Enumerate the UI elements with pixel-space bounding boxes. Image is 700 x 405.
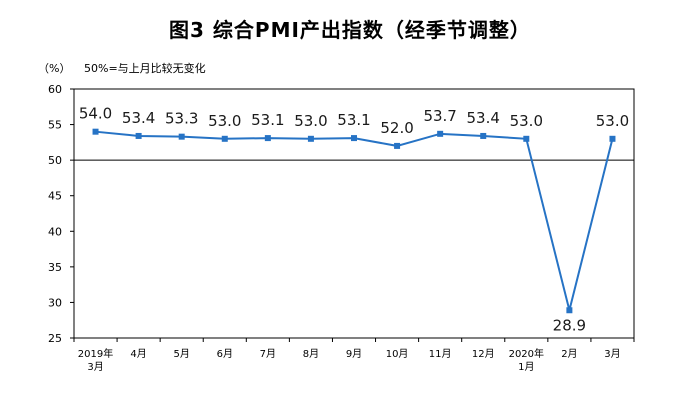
data-point [221, 135, 228, 142]
data-label: 53.4 [122, 109, 155, 127]
data-label: 53.0 [510, 112, 543, 130]
y-axis-unit: （%） [38, 62, 71, 75]
x-tick-label: 10月 [386, 348, 409, 360]
data-label: 54.0 [79, 105, 112, 123]
data-label: 53.4 [467, 109, 500, 127]
data-label: 53.7 [423, 107, 456, 125]
data-point [135, 132, 142, 139]
data-point [92, 128, 99, 135]
data-label: 53.0 [294, 112, 327, 130]
y-tick-label: 35 [48, 261, 62, 274]
x-tick-label: 4月 [130, 348, 146, 360]
x-tick-label: 8月 [303, 348, 319, 360]
x-tick-label: 11月 [429, 348, 452, 360]
data-label: 53.1 [251, 111, 284, 129]
y-tick-label: 45 [48, 190, 62, 203]
x-tick-label: 6月 [217, 348, 233, 360]
x-tick-label: 12月 [472, 348, 495, 360]
data-point [480, 132, 487, 139]
x-tick-label: 9月 [346, 348, 362, 360]
data-label: 53.3 [165, 110, 198, 128]
data-point [437, 130, 444, 137]
data-point [178, 133, 185, 140]
data-point [523, 135, 530, 142]
y-tick-label: 40 [48, 225, 62, 238]
x-tick-label: 7月 [260, 348, 276, 360]
chart-note: 50%=与上月比较无变化 [84, 62, 206, 75]
x-tick-label: 2019年 [78, 347, 113, 360]
x-tick-label: 2月 [561, 348, 577, 360]
data-label: 52.0 [380, 119, 413, 137]
plot-frame [73, 88, 635, 339]
series-line [95, 130, 614, 311]
data-point [609, 135, 616, 142]
x-tick-label: 3月 [604, 348, 620, 360]
data-point [307, 135, 314, 142]
y-tick-label: 55 [48, 119, 62, 132]
data-label: 53.1 [337, 111, 370, 129]
data-point [394, 142, 401, 149]
data-point [566, 307, 573, 314]
data-label: 28.9 [553, 316, 586, 334]
chart-title: 图3 综合PMI产出指数（经季节调整） [169, 18, 531, 42]
y-tick-label: 25 [48, 332, 62, 345]
data-point [264, 135, 271, 142]
x-tick-label: 2020年 [509, 347, 544, 360]
x-tick-label: 1月 [518, 361, 534, 373]
data-label: 53.0 [596, 112, 629, 130]
y-tick-label: 50 [48, 154, 62, 167]
x-tick-label: 3月 [87, 361, 103, 373]
y-tick-label: 60 [48, 83, 62, 96]
x-tick-label: 5月 [174, 348, 190, 360]
y-tick-label: 30 [48, 296, 62, 309]
data-point [351, 135, 357, 142]
data-label: 53.0 [208, 112, 241, 130]
